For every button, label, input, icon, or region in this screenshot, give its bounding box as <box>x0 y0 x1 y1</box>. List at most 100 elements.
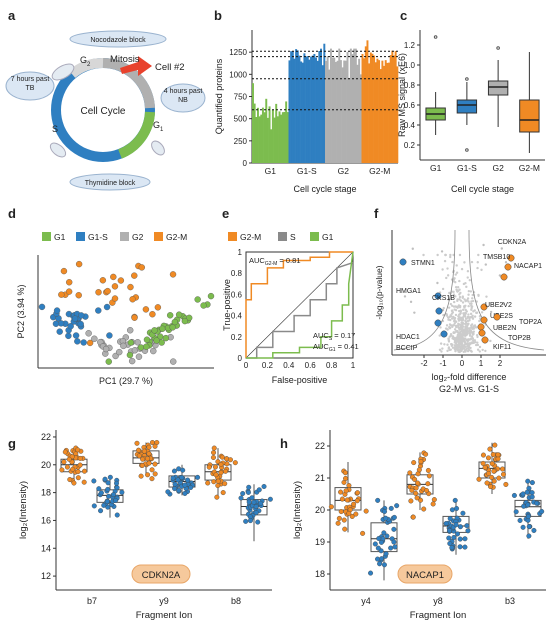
h-x-axis-title: Fragment Ion <box>410 610 467 621</box>
g-data-point <box>77 455 83 461</box>
b-bar-G1-S <box>291 51 294 164</box>
f-background-point <box>459 340 463 344</box>
c-x-tick-label: G2-M <box>519 163 540 173</box>
b-bar-G1 <box>265 98 268 163</box>
h-data-point <box>447 528 453 534</box>
f-background-point <box>454 295 457 298</box>
b-bar-G1-S <box>300 61 303 164</box>
g-data-point <box>179 475 185 481</box>
f-background-point <box>446 274 450 277</box>
f-highlight-point-KIF11 <box>481 336 489 344</box>
f-background-point <box>441 347 444 350</box>
c-outlier <box>433 35 438 39</box>
f-background-point <box>481 348 484 352</box>
f-background-point <box>409 300 413 304</box>
h-data-point <box>500 466 506 472</box>
g-x-axis-title: Fragment Ion <box>136 610 193 621</box>
e-y-tick-label: 0 <box>238 354 243 363</box>
h-data-point <box>500 471 506 477</box>
c-y-tick-label: 1.2 <box>404 41 416 50</box>
f-background-point <box>472 325 476 328</box>
h-data-point <box>372 541 378 547</box>
cycle-center <box>69 76 137 144</box>
b-bar-G1 <box>273 117 276 163</box>
h-data-point <box>375 497 381 503</box>
f-highlight-point-UBE2S <box>480 316 488 324</box>
panel-letter-g: g <box>8 436 16 451</box>
b-bar-G2 <box>358 58 361 163</box>
h-data-point <box>454 505 460 511</box>
g-data-point <box>165 489 171 495</box>
past-nb-badge <box>160 83 206 113</box>
panel-a-cell-cycle-diagram: Cell Cycle Mitosis Cell #2 G2 G1 S Nocod… <box>5 30 206 191</box>
f-background-point <box>468 319 471 322</box>
g-data-point <box>146 460 152 466</box>
f-background-point <box>453 322 456 325</box>
g-y-tick-label: 20 <box>41 460 51 470</box>
f-x-axis-subtitle: G2-M vs. G1-S <box>439 384 499 394</box>
b-bar-G1 <box>275 103 278 163</box>
f-background-point <box>470 326 473 329</box>
f-background-point <box>467 339 470 342</box>
e-x-tick-label: 0.2 <box>262 361 274 370</box>
g-data-point <box>245 489 251 495</box>
g-y-tick-label: 22 <box>41 432 51 442</box>
b-bar-G1 <box>268 106 271 163</box>
d-point-G1 <box>171 318 179 326</box>
d-point-G2 <box>85 330 92 337</box>
panel-d-pca-scatter: G1 G1-S G2 G2-M PC1 (29.7 %) PC2 (3.94 %) <box>16 232 215 386</box>
f-background-point <box>474 326 478 329</box>
f-background-point <box>451 343 454 346</box>
g-data-point <box>81 468 87 474</box>
e-x-axis-title: False-positive <box>272 375 328 385</box>
f-gene-label-UBE2V2: UBE2V2 <box>485 302 512 309</box>
d-point-G2-M <box>65 288 73 295</box>
g-data-point <box>247 518 253 524</box>
h-data-point <box>360 530 366 536</box>
panel-letter-f: f <box>374 206 379 221</box>
f-background-point <box>465 333 468 337</box>
d-point-G1-S <box>80 339 87 346</box>
f-background-point <box>452 305 456 308</box>
h-data-point <box>526 533 532 539</box>
f-background-point <box>459 291 462 295</box>
f-background-point <box>467 313 470 316</box>
b-bar-G2 <box>348 77 351 163</box>
c-box-G1-S <box>456 99 478 114</box>
f-background-point <box>501 302 505 306</box>
g-data-point <box>170 475 176 481</box>
f-background-point <box>474 340 477 344</box>
f-background-point <box>447 337 450 340</box>
g-data-point <box>70 466 76 472</box>
h-y-axis-title: log₂(Intensity) <box>292 481 303 539</box>
h-data-point <box>491 468 497 474</box>
e-legend-label-G2-M: G2-M <box>240 232 261 242</box>
b-bar-G1-S <box>308 59 311 163</box>
f-background-point <box>458 313 462 316</box>
g-data-point <box>253 510 259 516</box>
h-data-point <box>413 485 419 491</box>
b-y-axis-title: Quantified proteins <box>214 58 224 134</box>
f-background-point <box>462 315 465 318</box>
f-background-point <box>458 306 462 309</box>
g-data-point <box>218 461 224 467</box>
g-x-tick-label: y9 <box>159 596 169 606</box>
b-bar-G1 <box>278 111 281 163</box>
f-background-point <box>461 295 464 298</box>
d-point-G2-M <box>75 260 83 268</box>
f-highlight-point-CKS1B <box>435 307 443 315</box>
c-box-G2-M <box>519 99 540 133</box>
b-bar-G2-M <box>394 51 397 163</box>
f-background-point <box>411 247 414 250</box>
f-background-point <box>460 327 463 330</box>
f-background-point <box>470 260 474 264</box>
f-background-point <box>438 348 442 352</box>
f-background-point <box>449 324 452 327</box>
g-data-point <box>211 450 217 456</box>
c-outlier <box>465 148 469 152</box>
h-data-point <box>336 515 342 521</box>
b-bar-G1 <box>261 107 264 163</box>
d-point-G2 <box>150 347 157 355</box>
h-data-point <box>503 481 509 487</box>
d-point-G1 <box>151 327 158 334</box>
